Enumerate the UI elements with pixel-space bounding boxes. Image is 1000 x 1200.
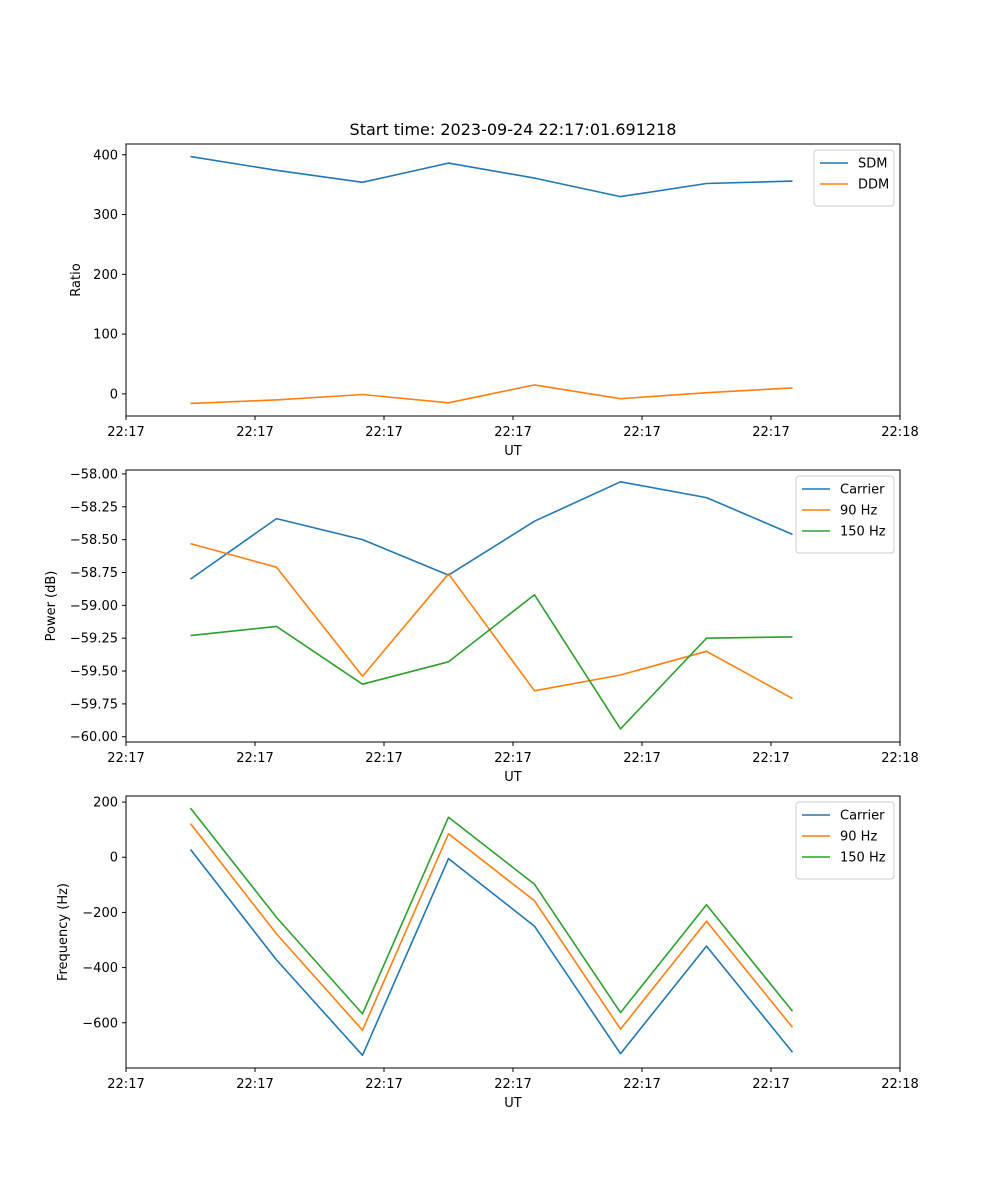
legend: Carrier 90 Hz 150 Hz xyxy=(795,801,895,880)
legend-label: 90 Hz xyxy=(840,830,877,845)
x-tick-label: 22:18 xyxy=(881,425,918,440)
series-line-150-hz xyxy=(190,593,793,730)
x-axis-label: UT xyxy=(504,770,522,785)
y-tick-label: −58.75 xyxy=(70,566,118,581)
legend-frame xyxy=(813,149,895,207)
y-tick-label: 0 xyxy=(110,851,118,866)
x-tick-label: 22:17 xyxy=(623,1077,660,1092)
legend-label: 90 Hz xyxy=(840,504,877,519)
y-tick-label: −59.75 xyxy=(70,697,118,712)
y-tick-label: −58.25 xyxy=(70,500,118,515)
legend-label: SDM xyxy=(858,157,887,172)
series-line-carrier xyxy=(189,849,794,1057)
x-tick-label: 22:17 xyxy=(236,751,273,766)
y-tick-label: −58.00 xyxy=(70,467,118,482)
y-tick-label: −59.25 xyxy=(70,632,118,647)
y-tick-label: −59.00 xyxy=(70,599,118,614)
y-tick-label: 100 xyxy=(93,328,118,343)
y-tick-label: 200 xyxy=(93,796,118,811)
x-tick-label: 22:17 xyxy=(236,425,273,440)
series-line-90-hz xyxy=(190,542,793,700)
legend-label: DDM xyxy=(858,178,889,193)
series-line-carrier xyxy=(190,480,793,580)
y-tick-label: 300 xyxy=(93,208,118,223)
x-tick-label: 22:17 xyxy=(623,751,660,766)
chart-panel-3: 22:17 22:17 22:17 22:17 22:17 22:17 22:18 200 0 −… xyxy=(56,795,919,1111)
y-axis-label: Power (dB) xyxy=(44,571,59,642)
series-line-150-hz xyxy=(189,807,794,1015)
series-line-90-hz xyxy=(189,823,794,1031)
legend-label: Carrier xyxy=(840,483,885,498)
x-axis-label: UT xyxy=(504,1096,522,1111)
x-tick-label: 22:17 xyxy=(365,751,402,766)
y-tick-label: 200 xyxy=(93,268,118,283)
chart-panel-1: Start time: 2023-09-24 22:17:01.691218 22… xyxy=(69,120,919,459)
chart-title: Start time: 2023-09-24 22:17:01.691218 xyxy=(350,120,677,139)
legend-frame xyxy=(795,475,895,554)
x-tick-label: 22:17 xyxy=(107,751,144,766)
x-axis-label: UT xyxy=(504,444,522,459)
y-axis-label: Frequency (Hz) xyxy=(56,883,71,981)
x-tick-label: 22:18 xyxy=(881,751,918,766)
x-tick-label: 22:17 xyxy=(752,425,789,440)
y-tick-label: −59.50 xyxy=(70,665,118,680)
y-tick-label: 0 xyxy=(110,387,118,402)
series-line-sdm xyxy=(190,155,793,198)
x-tick-label: 22:17 xyxy=(365,1077,402,1092)
legend: SDM DDM xyxy=(813,149,895,207)
x-tick-label: 22:17 xyxy=(494,425,531,440)
x-tick-label: 22:17 xyxy=(107,1077,144,1092)
x-tick-label: 22:17 xyxy=(494,1077,531,1092)
legend-frame xyxy=(795,801,895,880)
y-tick-label: −60.00 xyxy=(70,730,118,745)
x-tick-label: 22:17 xyxy=(494,751,531,766)
legend-label: 150 Hz xyxy=(840,851,886,866)
y-tick-label: −58.50 xyxy=(70,533,118,548)
x-tick-label: 22:17 xyxy=(752,751,789,766)
y-tick-label: −400 xyxy=(82,961,118,976)
x-tick-label: 22:17 xyxy=(236,1077,273,1092)
x-tick-label: 22:17 xyxy=(365,425,402,440)
y-tick-label: −200 xyxy=(82,906,118,921)
series-line-ddm xyxy=(190,384,793,405)
y-tick-label: −600 xyxy=(82,1016,118,1031)
x-tick-label: 22:17 xyxy=(107,425,144,440)
legend-label: 150 Hz xyxy=(840,525,886,540)
legend-label: Carrier xyxy=(840,809,885,824)
x-tick-label: 22:17 xyxy=(752,1077,789,1092)
y-axis-label: Ratio xyxy=(69,263,84,296)
y-tick-label: 400 xyxy=(93,148,118,163)
chart-panel-2: 22:17 22:17 22:17 22:17 22:17 22:17 22:18 −58.0… xyxy=(44,467,919,785)
x-tick-label: 22:18 xyxy=(881,1077,918,1092)
x-tick-label: 22:17 xyxy=(623,425,660,440)
legend: Carrier 90 Hz 150 Hz xyxy=(795,475,895,554)
